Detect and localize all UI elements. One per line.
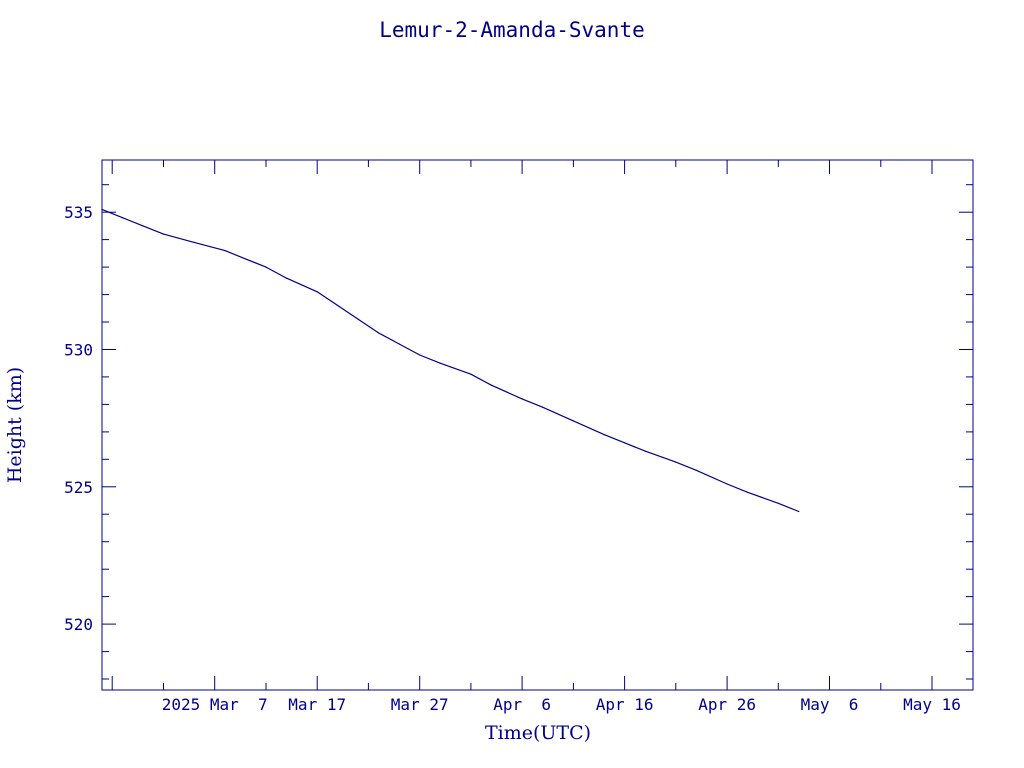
data-point	[193, 241, 195, 243]
data-point	[490, 384, 492, 386]
x-tick-label: Apr 6	[493, 695, 551, 714]
data-point	[603, 434, 605, 436]
plot-frame	[101, 159, 974, 691]
x-axis-ticks	[111, 160, 933, 690]
data-point	[470, 373, 472, 375]
x-axis-label: Time(UTC)	[485, 722, 591, 744]
x-tick-label: Apr 26	[698, 695, 756, 714]
data-point	[121, 217, 124, 219]
series-line	[101, 208, 800, 513]
x-tick-label: Apr 16	[596, 695, 654, 714]
data-point	[162, 233, 165, 235]
data-point	[798, 510, 800, 513]
y-tick-label: 535	[64, 203, 93, 222]
data-point	[398, 343, 400, 345]
data-point	[439, 362, 441, 364]
data-point	[644, 450, 646, 452]
data-point	[419, 354, 421, 356]
x-tick-label: Mar 17	[288, 695, 346, 714]
data-point	[572, 420, 575, 422]
chart-title: Lemur-2-Amanda-Svante	[379, 18, 645, 42]
series-layer	[101, 208, 800, 513]
data-point	[521, 398, 523, 400]
data-point	[224, 250, 226, 252]
data-point	[675, 461, 677, 463]
data-point	[142, 225, 144, 227]
y-tick-label: 525	[64, 478, 93, 497]
data-point	[244, 258, 247, 260]
data-point	[378, 332, 380, 334]
y-axis-label: Height (km)	[4, 367, 26, 483]
data-point	[337, 304, 339, 307]
data-point	[357, 318, 359, 320]
x-tick-label: May 6	[801, 695, 859, 714]
y-axis-ticks	[102, 184, 973, 680]
data-point	[747, 491, 749, 493]
x-axis-tick-labels: 2025 Mar 7 Mar 17 Mar 27 Apr 6 Apr 16 Apr 26 M…	[162, 695, 961, 714]
data-point	[285, 277, 287, 279]
data-point	[695, 469, 697, 471]
y-tick-label: 530	[64, 341, 93, 360]
y-axis-tick-labels: 520 525 530 535	[64, 203, 93, 634]
y-tick-label: 520	[64, 615, 93, 634]
x-tick-label: Mar 27	[391, 695, 449, 714]
data-point	[624, 442, 626, 444]
data-point	[265, 266, 267, 268]
x-tick-label: 2025 Mar 7	[162, 695, 268, 714]
x-tick-label: May 16	[903, 695, 961, 714]
data-point	[101, 208, 103, 210]
data-point	[316, 291, 318, 293]
data-point	[777, 502, 779, 504]
data-point	[726, 483, 728, 485]
data-point	[542, 406, 544, 408]
